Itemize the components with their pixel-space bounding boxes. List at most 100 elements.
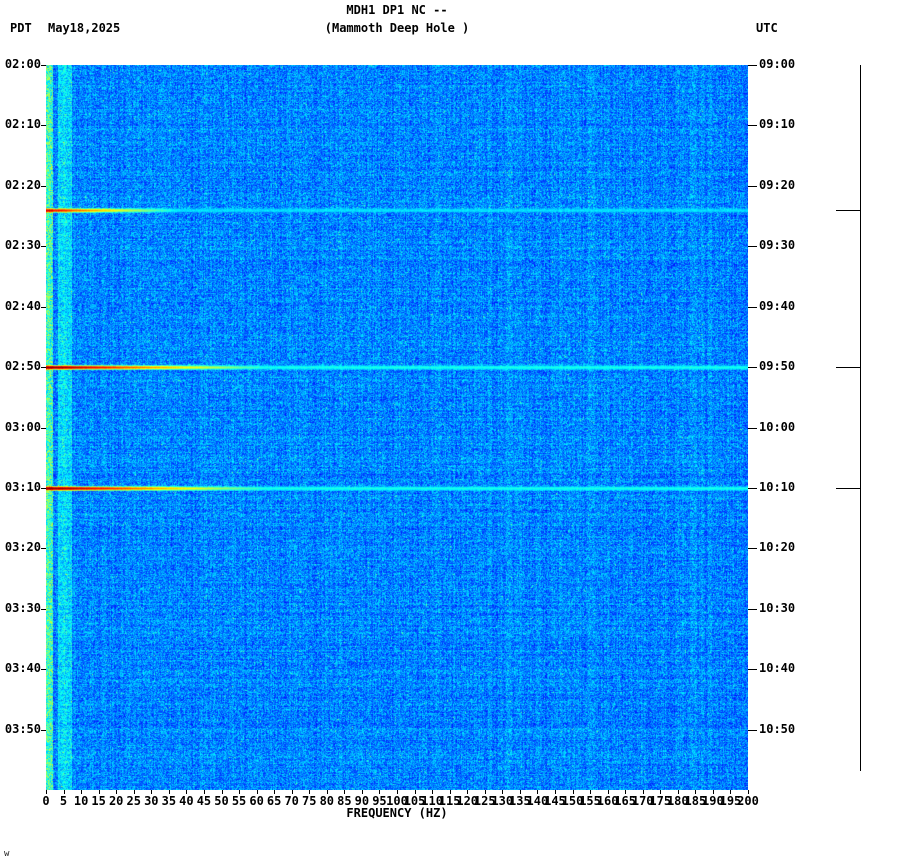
xtick-mark [730,790,732,794]
xtick-label: 185 [684,794,707,808]
xtick-label: 70 [284,794,299,808]
xtick-mark [309,790,311,794]
xtick-label: 50 [214,794,229,808]
ytick-label-pdt: 03:00 [4,419,41,434]
xtick-mark [484,790,486,794]
ytick-label-utc: 10:50 [759,721,796,736]
scale-bar-event-tick [836,367,861,368]
ytick-label-pdt: 03:20 [4,540,41,555]
scale-bar-event-tick [836,488,861,489]
ytick-mark-right [748,367,757,369]
xtick-mark [81,790,83,794]
xtick-label: 90 [354,794,370,808]
ytick-label-utc: 10:40 [759,661,796,676]
ytick-mark-right [748,185,757,187]
xtick-label: 125 [473,794,496,808]
xtick-mark [46,790,47,794]
xtick-label: 145 [544,794,566,808]
ytick-mark-right [748,608,757,610]
xtick-label: 40 [179,794,194,808]
ytick-label-utc: 10:30 [759,600,796,615]
ytick-label-utc: 10:00 [759,419,796,434]
ytick-label-utc: 09:10 [759,117,796,132]
ytick-mark-left [41,548,46,550]
xtick-mark [116,790,118,794]
xtick-mark [361,790,363,794]
xtick-mark [590,790,592,794]
xtick-label: 130 [491,794,514,808]
ytick-mark-left [41,306,46,308]
xtick-label: 165 [614,794,636,808]
ytick-mark-right [748,246,757,248]
ytick-label-pdt: 02:20 [4,177,41,192]
xtick-label: 140 [526,794,549,808]
ytick-mark-right [748,125,757,127]
amplitude-scale-bar [860,65,861,771]
footnote-mark: w [4,849,10,859]
xtick-mark [748,790,749,794]
ytick-mark-right [748,548,757,550]
ytick-label-utc: 09:50 [759,359,796,374]
xtick-mark [537,790,539,794]
ytick-mark-left [41,367,46,369]
xtick-mark [677,790,679,794]
ytick-label-pdt: 03:40 [4,661,41,676]
ytick-label-pdt: 03:30 [4,600,41,615]
ytick-label-pdt: 03:10 [4,479,41,494]
xtick-label: 5 [59,794,68,808]
scale-bar-event-tick [836,210,861,211]
timezone-right-label: UTC [756,21,778,35]
xtick-label: 30 [144,794,159,808]
xtick-label: 115 [438,794,461,808]
frequency-axis-label: FREQUENCY (HZ) [346,806,448,820]
xtick-mark [519,790,521,794]
xtick-label: 25 [126,794,141,808]
date-label: May18,2025 [48,21,121,35]
ytick-mark-left [41,729,46,731]
xtick-label: 200 [737,794,759,808]
xtick-label: 35 [161,794,177,808]
xtick-mark [554,790,556,794]
xtick-mark [221,790,223,794]
xtick-label: 95 [372,794,387,808]
ytick-mark-left [41,185,46,187]
timezone-left-label: PDT [10,21,32,35]
ytick-mark-left [41,669,46,671]
xtick-mark [63,790,65,794]
xtick-mark [642,790,644,794]
xtick-label: 190 [702,794,724,808]
ytick-mark-right [748,65,757,66]
xtick-mark [432,790,434,794]
spectrogram-plot [46,65,748,790]
xtick-label: 100 [386,794,408,808]
xtick-label: 195 [719,794,742,808]
xtick-mark [660,790,662,794]
xtick-label: 15 [91,794,106,808]
xtick-label: 0 [42,794,50,808]
xtick-mark [274,790,276,794]
xtick-mark [98,790,100,794]
ytick-label-pdt: 02:40 [4,298,41,313]
xtick-mark [133,790,135,794]
ytick-label-utc: 09:00 [759,57,796,71]
ytick-mark-left [41,65,46,66]
ytick-mark-left [41,608,46,610]
ytick-label-utc: 09:20 [759,177,796,192]
spectrogram-canvas [46,65,748,790]
ytick-mark-left [41,427,46,429]
xtick-label: 175 [649,794,672,808]
xtick-mark [625,790,627,794]
xtick-mark [326,790,328,794]
xtick-label: 65 [266,794,282,808]
xtick-mark [186,790,188,794]
xtick-mark [168,790,170,794]
ytick-mark-right [748,669,757,671]
xtick-mark [344,790,346,794]
xtick-label: 120 [456,794,479,808]
station-title: MDH1 DP1 NC -- [346,3,448,17]
xtick-label: 110 [421,794,443,808]
xtick-label: 170 [631,794,654,808]
ytick-label-pdt: 02:10 [4,117,41,132]
xtick-mark [203,790,205,794]
